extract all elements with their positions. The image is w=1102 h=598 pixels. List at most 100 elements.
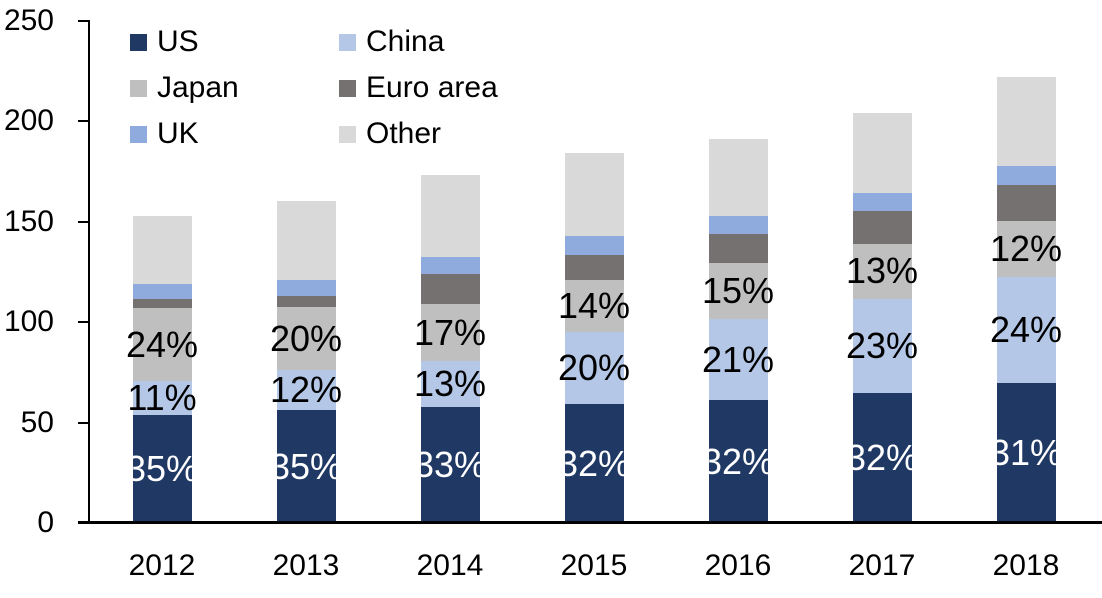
bar-label-china-2014: 13% [413, 363, 487, 405]
segment-china-2013: 12% [270, 370, 342, 411]
segment-japan-2012: 24% [126, 307, 198, 382]
segment-euro-area-2018 [996, 185, 1056, 221]
legend-label-us: US [157, 25, 199, 58]
legend-label-china: China [366, 25, 445, 58]
legend-swatch-uk [130, 125, 147, 143]
segment-china-2016: 21% [702, 319, 774, 401]
x-axis-tick-label: 2012 [128, 549, 196, 582]
bar-label-japan-2017: 13% [845, 250, 919, 292]
bar-label-us-2015: 32% [557, 442, 631, 484]
segment-us-2012: 35% [126, 415, 198, 523]
y-axis-tick-mark [78, 421, 90, 424]
segment-uk-2012 [132, 283, 192, 299]
y-axis-tick-label: 50 [20, 405, 54, 439]
y-axis-tick-mark [78, 220, 90, 223]
bar-label-china-2015: 20% [557, 347, 631, 389]
segment-china-2012: 11% [127, 380, 196, 416]
segment-euro-area-2014 [420, 273, 480, 304]
y-axis-tick-label: 0 [37, 506, 54, 539]
bar-label-japan-2012: 24% [125, 323, 199, 365]
legend-item-japan: Japan [130, 65, 339, 111]
legend-swatch-other [339, 125, 356, 143]
bar-2018: 31% 24% 12% [990, 76, 1062, 523]
segment-euro-area-2015 [564, 254, 624, 280]
segment-us-2018: 31% [990, 383, 1062, 523]
bar-label-china-2012: 11% [127, 377, 197, 419]
segment-japan-2014: 17% [414, 303, 486, 362]
segment-other-2014 [420, 175, 480, 257]
segment-japan-2013: 20% [270, 306, 342, 371]
y-axis-tick-label: 100 [3, 305, 54, 338]
y-axis-tick-mark [78, 19, 90, 22]
legend-item-euro-area: Euro area [339, 65, 498, 111]
legend-swatch-us [130, 33, 147, 51]
bar-2014: 33% 13% 17% [414, 175, 486, 523]
bar-2016: 32% 21% 15% [702, 139, 774, 523]
segment-other-2016 [708, 139, 768, 216]
segment-uk-2018 [996, 166, 1056, 186]
segment-other-2012 [132, 215, 192, 284]
legend: US China Japan Euro area UK Other [130, 19, 498, 157]
x-axis-tick-label: 2014 [416, 549, 484, 582]
bar-label-us-2018: 31% [989, 432, 1063, 474]
bar-label-japan-2013: 20% [269, 317, 343, 359]
bar-label-china-2016: 21% [701, 338, 775, 380]
legend-swatch-japan [130, 79, 147, 97]
x-axis-line [78, 521, 1102, 524]
bar-label-japan-2016: 15% [701, 269, 775, 311]
legend-item-us: US [130, 19, 339, 65]
legend-swatch-euro-area [339, 79, 356, 97]
segment-euro-area-2016 [708, 233, 768, 263]
bar-label-china-2017: 23% [845, 325, 919, 367]
y-axis-tick-label: 250 [3, 3, 54, 37]
segment-other-2017 [852, 113, 912, 194]
x-axis-tick-label: 2013 [272, 549, 340, 582]
segment-us-2017: 32% [846, 393, 918, 523]
segment-euro-area-2012 [132, 298, 192, 308]
segment-japan-2015: 14% [558, 279, 630, 333]
bar-label-japan-2014: 17% [413, 311, 487, 353]
legend-item-other: Other [339, 111, 498, 157]
bar-label-us-2017: 32% [845, 437, 919, 479]
bar-label-us-2014: 33% [413, 444, 487, 486]
bar-2012: 35% 11% 24% [126, 215, 198, 523]
legend-label-uk: UK [157, 117, 199, 150]
bar-label-japan-2018: 12% [989, 227, 1063, 269]
bar-label-china-2018: 24% [989, 309, 1063, 351]
segment-uk-2015 [564, 235, 624, 255]
segment-china-2017: 23% [846, 298, 918, 394]
segment-us-2016: 32% [702, 400, 774, 523]
segment-us-2013: 35% [270, 410, 342, 523]
x-axis-tick-label: 2016 [704, 549, 772, 582]
y-axis-tick-mark [78, 321, 90, 323]
legend-label-japan: Japan [157, 71, 239, 104]
segment-uk-2013 [276, 279, 336, 296]
segment-us-2015: 32% [558, 404, 630, 523]
bar-2017: 32% 23% 13% [846, 113, 918, 523]
y-axis-tick-mark [78, 120, 90, 122]
legend-item-uk: UK [130, 111, 339, 157]
x-axis-tick-label: 2017 [848, 549, 916, 582]
bar-label-japan-2015: 14% [557, 284, 631, 326]
segment-china-2015: 20% [558, 332, 630, 405]
y-axis-tick-label: 200 [3, 104, 54, 137]
segment-japan-2017: 13% [846, 243, 918, 299]
y-axis-line [88, 20, 90, 524]
segment-china-2018: 24% [990, 276, 1062, 384]
bar-label-china-2013: 12% [269, 369, 343, 411]
segment-euro-area-2013 [276, 295, 336, 307]
segment-uk-2016 [708, 215, 768, 234]
bar-2013: 35% 12% 20% [270, 201, 342, 523]
bar-label-us-2012: 35% [125, 448, 199, 490]
segment-uk-2014 [420, 256, 480, 274]
segment-japan-2016: 15% [702, 262, 774, 319]
legend-label-other: Other [366, 117, 442, 150]
x-axis-tick-label: 2015 [560, 549, 628, 582]
segment-japan-2018: 12% [990, 220, 1062, 277]
segment-uk-2017 [852, 193, 912, 212]
bar-2015: 32% 20% 14% [558, 153, 630, 523]
legend-swatch-china [339, 33, 356, 51]
segment-euro-area-2017 [852, 211, 912, 244]
segment-other-2013 [276, 201, 336, 280]
